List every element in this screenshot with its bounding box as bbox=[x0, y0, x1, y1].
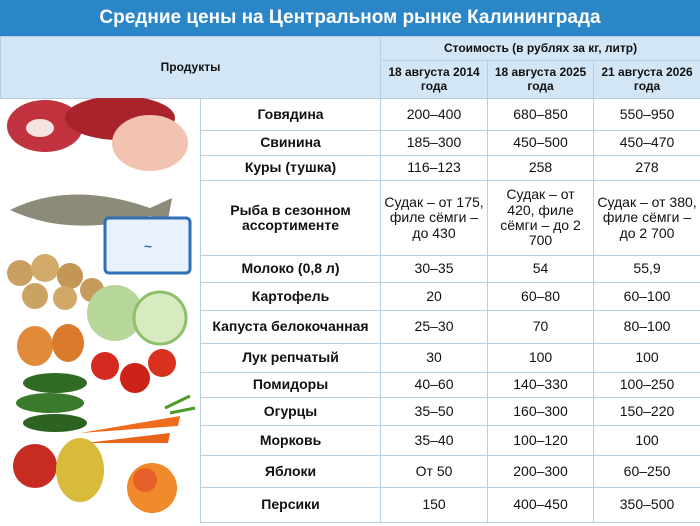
price: 100–120 bbox=[487, 425, 595, 456]
price: 160–300 bbox=[487, 397, 595, 426]
price: От 50 bbox=[380, 455, 489, 488]
price: 200–300 bbox=[487, 455, 595, 488]
price: 30 bbox=[380, 343, 489, 373]
price: 100–250 bbox=[593, 372, 700, 398]
price: 60–250 bbox=[593, 455, 700, 488]
price: 60–80 bbox=[487, 282, 595, 311]
price: 30–35 bbox=[380, 255, 489, 283]
price: Судак – от 380, филе сёмги – до 2 700 bbox=[593, 180, 700, 256]
price: 100 bbox=[593, 343, 700, 373]
date-header: 18 августа 2014 года bbox=[380, 60, 489, 99]
product-header: Продукты bbox=[0, 36, 382, 99]
price: 55,9 bbox=[593, 255, 700, 283]
price: 100 bbox=[593, 425, 700, 456]
price: 150 bbox=[380, 487, 489, 523]
price-table: Продукты Стоимость (в рублях за кг, литр)… bbox=[0, 36, 700, 523]
price: 450–500 bbox=[487, 130, 595, 156]
product-name: Рыба в сезонном ассортименте bbox=[199, 180, 382, 256]
price: 116–123 bbox=[380, 155, 489, 181]
price: 185–300 bbox=[380, 130, 489, 156]
price: 35–40 bbox=[380, 425, 489, 456]
price: 54 bbox=[487, 255, 595, 283]
price: 258 bbox=[487, 155, 595, 181]
product-name: Куры (тушка) bbox=[199, 155, 382, 181]
price: 60–100 bbox=[593, 282, 700, 311]
price: Судак – от 420, филе сёмги – до 2 700 bbox=[487, 180, 595, 256]
product-name: Свинина bbox=[199, 130, 382, 156]
product-name: Персики bbox=[199, 487, 382, 523]
price: 20 bbox=[380, 282, 489, 311]
price: 70 bbox=[487, 310, 595, 344]
price: 200–400 bbox=[380, 98, 489, 131]
price-header: Стоимость (в рублях за кг, литр) bbox=[380, 36, 700, 61]
price: 100 bbox=[487, 343, 595, 373]
price: 550–950 bbox=[593, 98, 700, 131]
product-name: Картофель bbox=[199, 282, 382, 311]
price: 680–850 bbox=[487, 98, 595, 131]
price: 400–450 bbox=[487, 487, 595, 523]
product-name: Говядина bbox=[199, 98, 382, 131]
date-header: 21 августа 2026 года bbox=[593, 60, 700, 99]
product-name: Лук репчатый bbox=[199, 343, 382, 373]
price: 140–330 bbox=[487, 372, 595, 398]
price: 150–220 bbox=[593, 397, 700, 426]
image-cell bbox=[0, 98, 201, 523]
product-name: Молоко (0,8 л) bbox=[199, 255, 382, 283]
product-name: Огурцы bbox=[199, 397, 382, 426]
price: 80–100 bbox=[593, 310, 700, 344]
date-header: 18 августа 2025 года bbox=[487, 60, 595, 99]
product-name: Морковь bbox=[199, 425, 382, 456]
price: 278 bbox=[593, 155, 700, 181]
price: 350–500 bbox=[593, 487, 700, 523]
product-name: Яблоки bbox=[199, 455, 382, 488]
price: 40–60 bbox=[380, 372, 489, 398]
product-name: Капуста белокочанная bbox=[199, 310, 382, 344]
price: Судак – от 175, филе сёмги – до 430 bbox=[380, 180, 489, 256]
price: 35–50 bbox=[380, 397, 489, 426]
price: 25–30 bbox=[380, 310, 489, 344]
product-name: Помидоры bbox=[199, 372, 382, 398]
title: Средние цены на Центральном рынке Калини… bbox=[0, 0, 700, 36]
price: 450–470 bbox=[593, 130, 700, 156]
